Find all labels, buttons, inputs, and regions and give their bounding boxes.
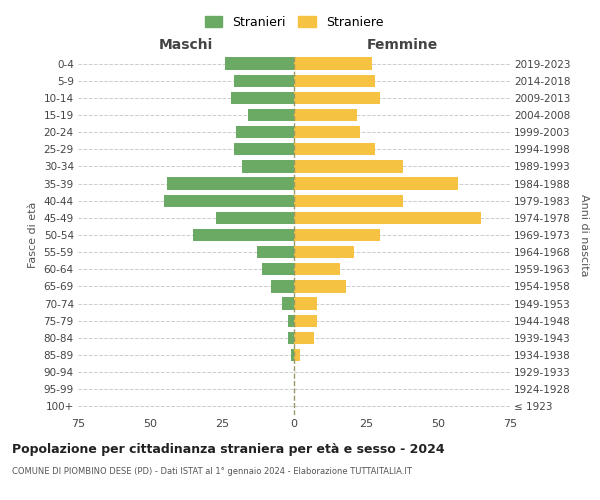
Bar — [294, 246, 355, 258]
Bar — [294, 160, 403, 172]
Bar — [294, 314, 317, 327]
Bar — [271, 280, 294, 292]
Bar — [294, 126, 360, 138]
Bar — [236, 126, 294, 138]
Text: COMUNE DI PIOMBINO DESE (PD) - Dati ISTAT al 1° gennaio 2024 - Elaborazione TUTT: COMUNE DI PIOMBINO DESE (PD) - Dati ISTA… — [12, 468, 412, 476]
Bar — [230, 92, 294, 104]
Bar — [262, 263, 294, 276]
Bar — [294, 349, 300, 361]
Legend: Stranieri, Straniere: Stranieri, Straniere — [200, 11, 388, 34]
Bar — [294, 109, 358, 121]
Bar — [233, 74, 294, 87]
Bar — [288, 332, 294, 344]
Bar — [288, 314, 294, 327]
Bar — [233, 143, 294, 156]
Bar — [294, 74, 374, 87]
Bar — [283, 298, 294, 310]
Bar — [294, 229, 380, 241]
Bar — [294, 143, 374, 156]
Bar — [294, 194, 403, 207]
Bar — [294, 263, 340, 276]
Bar — [294, 280, 346, 292]
Bar — [167, 178, 294, 190]
Y-axis label: Fasce di età: Fasce di età — [28, 202, 38, 268]
Text: Femmine: Femmine — [367, 38, 437, 52]
Bar — [225, 58, 294, 70]
Bar — [294, 178, 458, 190]
Text: Maschi: Maschi — [159, 38, 213, 52]
Bar — [242, 160, 294, 172]
Y-axis label: Anni di nascita: Anni di nascita — [579, 194, 589, 276]
Bar — [164, 194, 294, 207]
Text: Popolazione per cittadinanza straniera per età e sesso - 2024: Popolazione per cittadinanza straniera p… — [12, 442, 445, 456]
Bar — [216, 212, 294, 224]
Bar — [294, 58, 372, 70]
Bar — [291, 349, 294, 361]
Bar — [294, 298, 317, 310]
Bar — [294, 332, 314, 344]
Bar — [257, 246, 294, 258]
Bar — [248, 109, 294, 121]
Bar — [193, 229, 294, 241]
Bar — [294, 92, 380, 104]
Bar — [294, 212, 481, 224]
